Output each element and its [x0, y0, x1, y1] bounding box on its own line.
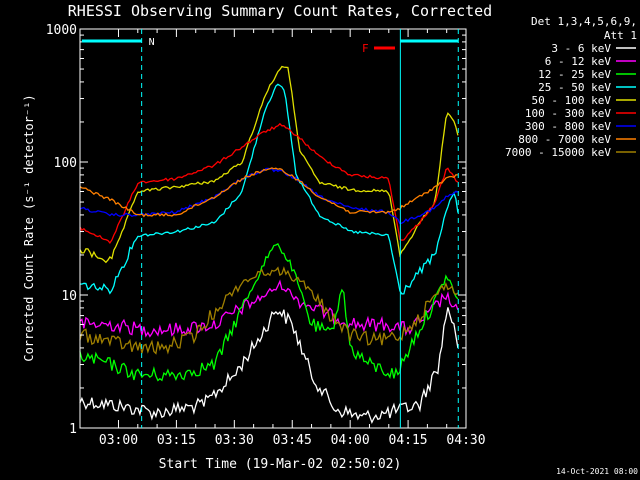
- legend-label-7: 800 - 7000 keV: [518, 133, 611, 146]
- legend-label-3: 25 - 50 keV: [538, 81, 611, 94]
- legend-label-1: 6 - 12 keV: [545, 55, 612, 68]
- series-line-0: [79, 307, 459, 424]
- legend-label-6: 300 - 800 keV: [525, 120, 611, 133]
- y-tick-label-3: 1000: [46, 23, 77, 38]
- footer-date: 14-Oct-2021 08:00: [556, 467, 638, 476]
- legend-header-0: Det 1,3,4,5,6,9,: [531, 15, 637, 28]
- legend-label-5: 100 - 300 keV: [525, 107, 611, 120]
- flare-flag-label: F: [362, 42, 369, 55]
- series-line-1: [79, 279, 459, 338]
- x-tick-label-2: 03:30: [215, 433, 254, 448]
- x-axis-label: Start Time (19-Mar-02 02:50:02): [159, 457, 402, 472]
- series-line-3: [79, 83, 459, 295]
- series-line-7: [79, 167, 458, 218]
- legend-header-1: Att 1: [604, 29, 637, 42]
- x-tick-label-6: 04:30: [446, 433, 485, 448]
- y-tick-label-0: 1: [69, 422, 77, 437]
- y-axis-label: Corrected Count Rate (s⁻¹ detector⁻¹): [22, 94, 36, 361]
- x-tick-label-5: 04:15: [389, 433, 428, 448]
- y-tick-label-2: 100: [54, 156, 77, 171]
- series-line-8: [79, 266, 459, 355]
- series-line-5: [79, 122, 459, 244]
- series-line-4: [79, 65, 459, 264]
- x-tick-label-0: 03:00: [99, 433, 138, 448]
- y-tick-label-1: 10: [61, 289, 77, 304]
- legend-label-4: 50 - 100 keV: [532, 94, 612, 107]
- x-tick-label-1: 03:15: [157, 433, 196, 448]
- plot-area: 03:00 03:15 03:30 03:45 04:00 04:15 04:30 1 10 10…: [46, 23, 486, 448]
- series-line-2: [79, 242, 459, 382]
- legend-label-0: 3 - 6 keV: [551, 42, 611, 55]
- chart-title: RHESSI Observing Summary Count Rates, Co…: [68, 2, 492, 20]
- legend-label-8: 7000 - 15000 keV: [505, 146, 611, 159]
- x-tick-label-4: 04:00: [331, 433, 370, 448]
- x-tick-label-3: 03:45: [273, 433, 312, 448]
- night-flag-label: N: [149, 37, 155, 48]
- legend-label-2: 12 - 25 keV: [538, 68, 611, 81]
